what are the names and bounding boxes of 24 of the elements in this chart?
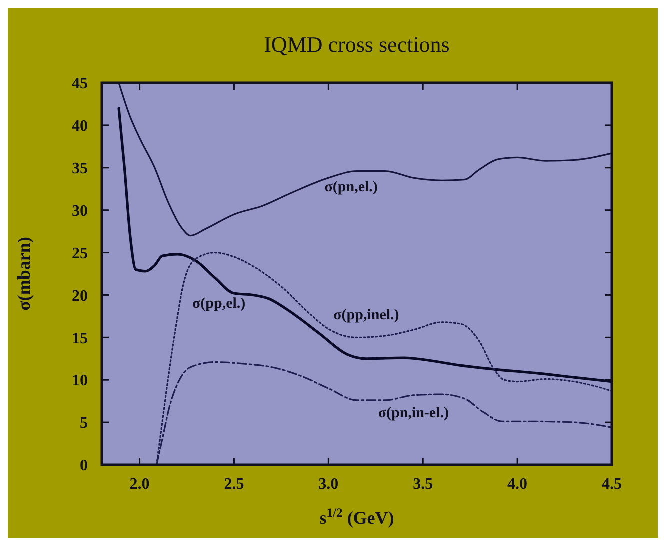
x-tick-label: 4.5 bbox=[602, 476, 622, 493]
series-label: σ(pn,el.) bbox=[324, 179, 378, 196]
y-tick-label: 35 bbox=[72, 160, 88, 178]
x-tick-label: 4.0 bbox=[508, 476, 528, 493]
series-label: σ(pp,inel.) bbox=[334, 308, 400, 324]
y-tick-label: 15 bbox=[72, 330, 88, 348]
line-series bbox=[118, 82, 613, 237]
y-tick-label: 10 bbox=[72, 372, 88, 390]
x-tick-label: 2.5 bbox=[224, 476, 244, 493]
series-label: σ(pn,in-el.) bbox=[378, 405, 450, 422]
y-tick-label: 20 bbox=[72, 288, 88, 305]
y-tick-label: 25 bbox=[72, 245, 88, 262]
x-tick-label: 3.5 bbox=[413, 476, 434, 493]
x-tick-label: 2.0 bbox=[130, 476, 150, 493]
y-tick-label: 45 bbox=[72, 76, 88, 93]
y-tick-label: 40 bbox=[72, 118, 88, 136]
x-axis-title: s$^{1/2}$ (GeV) bbox=[320, 506, 394, 528]
y-tick-label: 30 bbox=[72, 202, 88, 220]
y-tick-label: 5 bbox=[80, 415, 88, 432]
y-tick-label: 0 bbox=[80, 458, 88, 475]
chart-title: IQMD cross sections bbox=[264, 32, 450, 57]
series-label: σ(pp,el.) bbox=[192, 296, 246, 312]
x-tick-label: 3.0 bbox=[318, 476, 339, 493]
y-axis-title: σ(mbarn) bbox=[14, 237, 34, 311]
